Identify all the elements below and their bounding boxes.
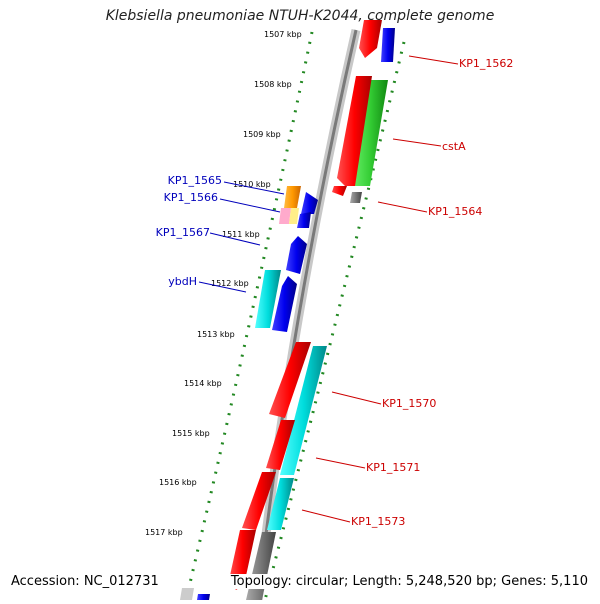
left-leader-lines (198, 181, 285, 293)
gene-block[interactable] (197, 594, 210, 600)
gene-block[interactable] (359, 20, 382, 58)
gene-block[interactable] (301, 192, 318, 214)
right-gene-labels: KP1_1562 cstA KP1_1564 KP1_1570 KP1_1571… (351, 57, 513, 528)
leader-line (315, 457, 366, 469)
gene-block[interactable] (280, 346, 327, 475)
gene-block[interactable] (297, 212, 311, 228)
ruler-label: 1510 kbp (233, 180, 271, 189)
left-gene-labels: KP1_1565 KP1_1566 KP1_1567 ybdH (156, 174, 222, 288)
gene-block[interactable] (337, 76, 372, 186)
ruler-label: 1509 kbp (243, 130, 281, 139)
gene-block[interactable] (272, 276, 297, 332)
ruler-label: 1515 kbp (172, 429, 210, 438)
ruler-labels: 1507 kbp 1508 kbp 1509 kbp 1510 kbp 1511… (145, 30, 302, 537)
gene-block[interactable] (269, 342, 311, 418)
leader-line (219, 198, 281, 213)
leader-line (301, 509, 351, 523)
leader-line (223, 181, 285, 195)
gene-block[interactable] (381, 28, 395, 62)
ruler-label: 1511 kbp (222, 230, 260, 239)
accession-text: Accession: NC_012731 (9, 574, 161, 589)
map-title: Klebsiella pneumoniae NTUH-K2044, comple… (105, 8, 495, 24)
ruler-label: 1507 kbp (264, 30, 302, 39)
gene-label[interactable]: KP1_1564 (428, 205, 482, 218)
gene-label[interactable]: KP1_1570 (382, 397, 436, 410)
gene-label[interactable]: KP1_1573 (351, 515, 405, 528)
gene-label[interactable]: KP1_1567 (156, 226, 210, 239)
ruler-label: 1513 kbp (197, 330, 235, 339)
leader-line (377, 201, 428, 213)
gene-label[interactable]: KP1_1562 (459, 57, 513, 70)
leader-line (198, 281, 247, 293)
topology-text: Topology: circular; Length: 5,248,520 bp… (228, 574, 590, 589)
gene-block[interactable] (353, 80, 388, 186)
gene-block[interactable] (332, 186, 347, 196)
genome-backbone-core (256, 29, 358, 601)
gene-label[interactable]: cstA (442, 140, 466, 153)
right-track (263, 41, 406, 601)
right-leader-lines (301, 55, 459, 523)
gene-block[interactable] (267, 478, 294, 530)
gene-block[interactable] (242, 472, 276, 530)
ruler-label: 1517 kbp (145, 528, 183, 537)
gene-block[interactable] (284, 186, 301, 208)
gene-block[interactable] (255, 270, 281, 328)
gene-block[interactable] (286, 236, 307, 274)
gene-label[interactable]: ybdH (168, 275, 197, 288)
ruler-label: 1512 kbp (211, 279, 249, 288)
gene-block[interactable] (289, 208, 299, 224)
ruler-label: 1514 kbp (184, 379, 222, 388)
ruler-label: 1516 kbp (159, 478, 197, 487)
gene-block[interactable] (350, 192, 362, 203)
leader-line (392, 138, 442, 147)
gene-label[interactable]: KP1_1566 (164, 191, 218, 204)
leader-line (209, 232, 261, 246)
leader-line (331, 391, 382, 405)
gene-block[interactable] (180, 588, 194, 600)
leader-line (408, 55, 459, 65)
gene-block[interactable] (279, 208, 291, 224)
gene-label[interactable]: KP1_1571 (366, 461, 420, 474)
ruler-label: 1508 kbp (254, 80, 292, 89)
gene-block[interactable] (266, 420, 295, 470)
gene-label[interactable]: KP1_1565 (168, 174, 222, 187)
